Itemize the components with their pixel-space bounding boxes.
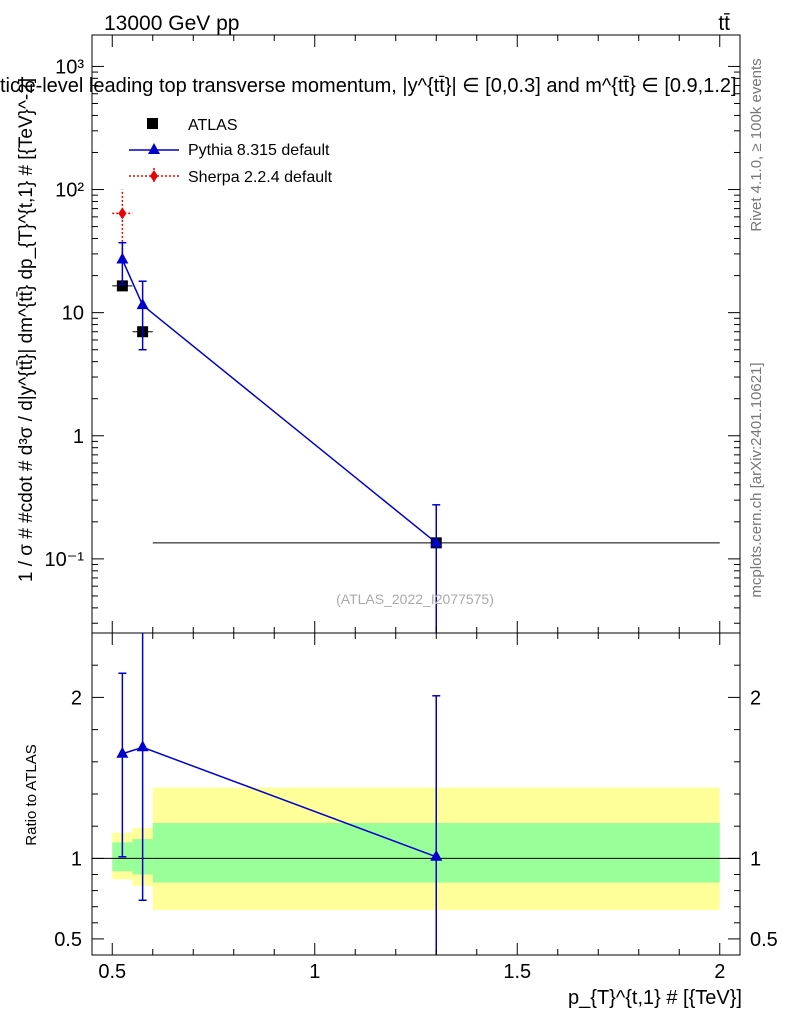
pythia-point: [430, 535, 443, 547]
legend-label-atlas: ATLAS: [188, 117, 238, 134]
main-y-tick-label: 10: [62, 303, 84, 325]
legend-label-pythia: Pythia 8.315 default: [188, 142, 330, 159]
rivet-label: Rivet 4.1.0, ≥ 100k events: [748, 58, 765, 231]
ratio-y-tick-label-right: 2: [750, 687, 761, 709]
legend-label-sherpa: Sherpa 2.2.4 default: [188, 169, 333, 186]
ratio-pythia-point: [116, 746, 129, 758]
ratio-y-tick-label-left: 1: [71, 848, 82, 870]
axis-ticks: 0.5 1 1.5 2 10⁻¹ 1 10 10² 10³ 0.5 0.5 1 1 2 2: [45, 35, 778, 983]
data-marks: [112, 189, 720, 955]
main-ylabel: 1 / σ # #cdot # d³σ / d|y^{tt̄}| dm^{tt̄…: [16, 78, 37, 582]
ratio-pythia-point: [430, 849, 443, 861]
header-right: tt̄: [718, 12, 730, 35]
ratio-y-tick-label-right: 0.5: [750, 929, 778, 951]
legend-marker-atlas: [147, 118, 158, 129]
legend: ATLAS Pythia 8.315 default Sherpa 2.2.4 …: [129, 117, 333, 186]
x-tick-label: 0.5: [98, 961, 126, 983]
ratio-y-tick-label-left: 0.5: [54, 929, 82, 951]
main-y-tick-label: 10³: [55, 56, 84, 78]
pythia-point: [116, 252, 129, 264]
ratio-pythia-point: [136, 740, 149, 752]
x-tick-label: 1.5: [503, 961, 531, 983]
plot-title: ticle-level leading top transverse momen…: [0, 75, 737, 97]
x-tick-label: 2: [714, 961, 725, 983]
ratio-y-tick-label-left: 2: [71, 687, 82, 709]
x-tick-label: 1: [309, 961, 320, 983]
legend-marker-sherpa: [150, 170, 158, 182]
analysis-watermark: (ATLAS_2022_I2077575): [336, 591, 494, 607]
main-y-tick-label: 10⁻¹: [45, 549, 85, 571]
sherpa-point: [118, 207, 127, 220]
main-y-tick-label: 1: [73, 426, 84, 448]
pythia-line: [121, 259, 437, 544]
header-left: 13000 GeV pp: [104, 12, 239, 35]
ratio-ylabel: Ratio to ATLAS: [23, 744, 40, 845]
main-y-tick-label: 10²: [55, 180, 84, 202]
x-axis-label: p_{T}^{t,1} # [{TeV}]: [568, 987, 742, 1009]
mcplots-label: mcplots.cern.ch [arXiv:2401.10621]: [748, 362, 765, 597]
atlas-point: [116, 280, 128, 292]
ratio-y-tick-label-right: 1: [750, 848, 761, 870]
pythia-point: [136, 298, 149, 310]
legend-marker-pythia: [148, 143, 160, 154]
